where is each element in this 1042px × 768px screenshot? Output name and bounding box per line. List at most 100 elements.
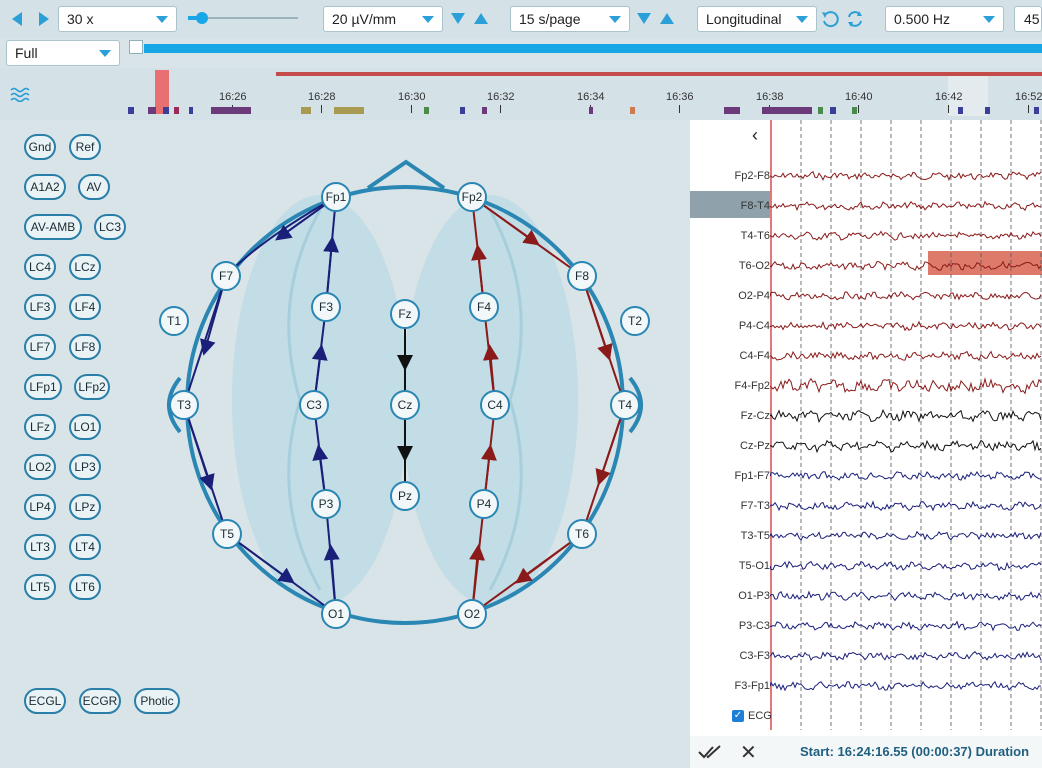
low-filter-select[interactable]: 0.500 Hz (885, 6, 1004, 32)
channel-label[interactable]: O2-P4 (738, 290, 770, 302)
event-marker[interactable] (211, 107, 251, 114)
close-icon[interactable]: ✕ (740, 742, 757, 764)
event-marker[interactable] (818, 107, 823, 114)
channel-label[interactable]: P4-C4 (738, 320, 770, 332)
electrode-p4[interactable]: P4 (469, 489, 499, 519)
ref-button-lt4[interactable]: LT4 (69, 534, 101, 560)
channel-label[interactable]: O1-P3 (738, 590, 770, 602)
event-marker[interactable] (460, 107, 465, 114)
electrode-t3[interactable]: T3 (169, 390, 199, 420)
event-marker[interactable] (301, 107, 311, 114)
event-marker[interactable] (482, 107, 487, 114)
ecgr-button[interactable]: ECGR (79, 688, 121, 714)
electrode-fp1[interactable]: Fp1 (321, 182, 351, 212)
electrode-cz[interactable]: Cz (390, 390, 420, 420)
ref-button-lfp1[interactable]: LFp1 (24, 374, 62, 400)
ref-button-lf7[interactable]: LF7 (24, 334, 56, 360)
electrode-t6[interactable]: T6 (567, 519, 597, 549)
event-marker[interactable] (852, 107, 857, 114)
ref-button-lo2[interactable]: LO2 (24, 454, 56, 480)
event-marker[interactable] (630, 107, 635, 114)
channel-label[interactable]: Fz-Cz (740, 410, 770, 422)
event-marker[interactable] (958, 107, 963, 114)
ecg-checkbox[interactable]: ✓ (732, 710, 744, 722)
ref-button-lt6[interactable]: LT6 (69, 574, 101, 600)
event-marker[interactable] (830, 107, 836, 114)
ref-button-lf3[interactable]: LF3 (24, 294, 56, 320)
ref-button-av[interactable]: AV (78, 174, 110, 200)
montage-select[interactable]: Longitudinal (697, 6, 817, 32)
collapse-chevron-icon[interactable]: ‹ (752, 125, 758, 145)
event-marker[interactable] (334, 107, 364, 114)
event-marker[interactable] (174, 107, 179, 114)
electrode-f8[interactable]: F8 (567, 261, 597, 291)
timebase-select[interactable]: 15 s/page (510, 6, 630, 32)
ref-button-gnd[interactable]: Gnd (24, 134, 56, 160)
timeline[interactable]: 16:26 16:28 16:30 16:32 16:34 16:36 16:3… (0, 68, 1042, 120)
ref-button-lpz[interactable]: LPz (69, 494, 101, 520)
ref-button-lf8[interactable]: LF8 (69, 334, 101, 360)
electrode-fz[interactable]: Fz (390, 299, 420, 329)
channel-label[interactable]: T5-O1 (738, 560, 770, 572)
ref-button-lfz[interactable]: LFz (24, 414, 56, 440)
electrode-p3[interactable]: P3 (311, 489, 341, 519)
channel-label[interactable]: T4-T6 (740, 230, 770, 242)
ecgl-button[interactable]: ECGL (24, 688, 66, 714)
event-marker[interactable] (189, 107, 193, 114)
channel-label[interactable]: F7-T3 (740, 500, 770, 512)
sensitivity-down-icon[interactable] (451, 13, 465, 24)
channel-label[interactable]: P3-C3 (738, 620, 770, 632)
speed-slider[interactable] (188, 11, 298, 27)
electrode-t2[interactable]: T2 (620, 306, 650, 336)
channel-label[interactable]: F8-T4 (740, 200, 770, 212)
electrode-t1[interactable]: T1 (159, 306, 189, 336)
channel-label[interactable]: Cz-Pz (740, 440, 770, 452)
record-progress-bar[interactable] (144, 44, 1042, 53)
ref-button-lc3[interactable]: LC3 (94, 214, 126, 240)
channel-label[interactable]: Fp2-F8 (734, 170, 770, 182)
event-marker[interactable] (148, 107, 156, 114)
electrode-f4[interactable]: F4 (469, 292, 499, 322)
electrode-f7[interactable]: F7 (211, 261, 241, 291)
event-marker[interactable] (985, 107, 990, 114)
speed-select[interactable]: 30 x (58, 6, 177, 32)
electrode-o1[interactable]: O1 (321, 599, 351, 629)
eeg-trace-area[interactable] (770, 120, 1042, 730)
electrode-t5[interactable]: T5 (212, 519, 242, 549)
event-marker[interactable] (163, 107, 169, 114)
rotate-left-icon[interactable] (820, 9, 840, 29)
previous-arrow-icon[interactable] (12, 12, 22, 26)
event-marker[interactable] (724, 107, 740, 114)
channel-label[interactable]: C4-F4 (739, 350, 770, 362)
timebase-down-icon[interactable] (637, 13, 651, 24)
event-marker[interactable] (762, 107, 812, 114)
next-arrow-icon[interactable] (39, 12, 49, 26)
ref-button-lc4[interactable]: LC4 (24, 254, 56, 280)
ref-button-lf4[interactable]: LF4 (69, 294, 101, 320)
electrode-o2[interactable]: O2 (457, 599, 487, 629)
channel-label[interactable]: T3-T5 (740, 530, 770, 542)
ref-button-lcz[interactable]: LCz (69, 254, 101, 280)
ref-button-lp4[interactable]: LP4 (24, 494, 56, 520)
ref-button-av-amb[interactable]: AV-AMB (24, 214, 82, 240)
electrode-f3[interactable]: F3 (311, 292, 341, 322)
event-marker[interactable] (128, 107, 134, 114)
timebase-up-icon[interactable] (660, 13, 674, 24)
electrode-c3[interactable]: C3 (299, 390, 329, 420)
photic-button[interactable]: Photic (134, 688, 180, 714)
high-filter-select[interactable]: 45 (1014, 6, 1042, 32)
ref-button-lt5[interactable]: LT5 (24, 574, 56, 600)
channel-label[interactable]: Fp1-F7 (734, 470, 770, 482)
fullscreen-icon[interactable] (129, 40, 143, 54)
refresh-icon[interactable] (845, 9, 865, 29)
ref-button-lt3[interactable]: LT3 (24, 534, 56, 560)
event-marker[interactable] (1034, 107, 1039, 114)
electrode-fp2[interactable]: Fp2 (457, 182, 487, 212)
view-mode-select[interactable]: Full (6, 40, 120, 66)
waves-icon[interactable] (10, 86, 32, 102)
ref-button-a1a2[interactable]: A1A2 (24, 174, 66, 200)
channel-label[interactable]: T6-O2 (738, 260, 770, 272)
channel-label[interactable]: F4-Fp2 (734, 380, 770, 392)
channel-label[interactable]: C3-F3 (739, 650, 770, 662)
electrode-t4[interactable]: T4 (610, 390, 640, 420)
